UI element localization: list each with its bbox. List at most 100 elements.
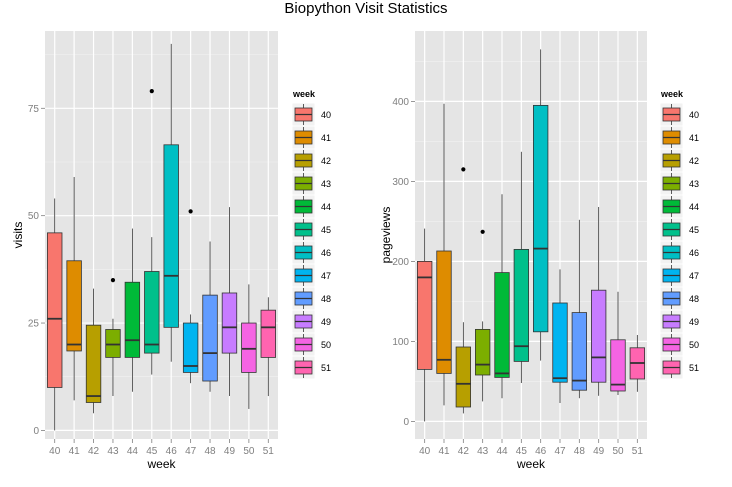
legend-item-week-46: 46 bbox=[659, 240, 699, 265]
box-week-46 bbox=[163, 43, 179, 362]
box-week-45 bbox=[513, 151, 529, 383]
x-axis-label: week bbox=[146, 457, 176, 471]
x-tick-label: 44 bbox=[496, 446, 508, 457]
box-week-45 bbox=[144, 89, 160, 375]
box-week-41 bbox=[66, 177, 82, 401]
legend-label: 47 bbox=[321, 271, 331, 281]
legend-item-week-42: 42 bbox=[291, 148, 331, 173]
legend-label: 45 bbox=[321, 225, 331, 235]
x-tick-label: 49 bbox=[224, 446, 236, 457]
box-week-51 bbox=[629, 335, 645, 392]
outlier-point bbox=[149, 89, 154, 94]
x-tick-label: 48 bbox=[204, 446, 216, 457]
box-week-48 bbox=[202, 241, 218, 392]
x-tick-label: 45 bbox=[516, 446, 528, 457]
x-tick-label: 51 bbox=[263, 446, 275, 457]
legend-label: 42 bbox=[321, 156, 331, 166]
legend-label: 49 bbox=[689, 317, 699, 327]
chart-title: Biopython Visit Statistics bbox=[284, 0, 447, 17]
legend-item-week-45: 45 bbox=[291, 217, 331, 242]
y-tick-label: 100 bbox=[392, 337, 409, 348]
box-iqr bbox=[124, 281, 141, 358]
box-week-48 bbox=[571, 219, 587, 399]
legend-label: 40 bbox=[321, 110, 331, 120]
box-iqr bbox=[202, 294, 218, 382]
box-iqr bbox=[533, 105, 549, 333]
box-week-42 bbox=[455, 167, 471, 414]
legend-label: 43 bbox=[321, 179, 331, 189]
legend-item-week-41: 41 bbox=[291, 125, 331, 150]
box-week-40 bbox=[417, 228, 433, 422]
x-tick-label: 49 bbox=[593, 446, 605, 457]
legend-item-week-47: 47 bbox=[659, 263, 699, 288]
legend-item-week-41: 41 bbox=[659, 125, 699, 150]
legend-item-week-49: 49 bbox=[291, 309, 331, 334]
box-week-41 bbox=[436, 103, 452, 406]
plot-background bbox=[45, 31, 278, 439]
legend-label: 41 bbox=[321, 133, 331, 143]
x-tick-label: 46 bbox=[166, 446, 178, 457]
x-tick-label: 42 bbox=[88, 446, 100, 457]
box-iqr bbox=[163, 144, 179, 328]
box-iqr bbox=[436, 250, 452, 374]
legend-label: 40 bbox=[689, 110, 699, 120]
y-tick-label: 25 bbox=[28, 319, 40, 330]
box-iqr bbox=[475, 328, 491, 376]
x-tick-label: 50 bbox=[243, 446, 255, 457]
box-iqr bbox=[552, 302, 568, 383]
box-iqr bbox=[417, 260, 433, 370]
legend-item-week-45: 45 bbox=[659, 217, 699, 242]
box-week-49 bbox=[591, 207, 607, 396]
legend-label: 46 bbox=[321, 248, 331, 258]
x-axis-label: week bbox=[516, 457, 546, 471]
x-tick-label: 44 bbox=[127, 446, 139, 457]
box-week-43 bbox=[475, 229, 491, 402]
box-week-43 bbox=[105, 277, 121, 397]
box-iqr bbox=[241, 322, 257, 373]
box-iqr bbox=[221, 292, 238, 354]
box-iqr bbox=[47, 232, 63, 388]
box-week-50 bbox=[610, 291, 626, 395]
x-tick-label: 47 bbox=[185, 446, 197, 457]
box-iqr bbox=[260, 309, 276, 358]
box-iqr bbox=[105, 329, 121, 358]
legend-label: 50 bbox=[321, 340, 331, 350]
box-week-49 bbox=[221, 207, 238, 397]
x-tick-label: 43 bbox=[107, 446, 119, 457]
box-week-51 bbox=[260, 297, 276, 397]
legend-item-week-44: 44 bbox=[659, 194, 699, 219]
box-iqr bbox=[85, 324, 102, 403]
legend-item-week-43: 43 bbox=[291, 171, 331, 196]
legend-item-week-43: 43 bbox=[659, 171, 699, 196]
box-week-47 bbox=[552, 269, 568, 403]
legend-item-week-50: 50 bbox=[659, 332, 699, 357]
box-iqr bbox=[182, 322, 199, 373]
box-week-40 bbox=[47, 198, 63, 431]
legend-label: 51 bbox=[689, 363, 699, 373]
box-week-44 bbox=[494, 194, 510, 399]
box-week-42 bbox=[85, 288, 102, 414]
y-tick-label: 400 bbox=[392, 97, 409, 108]
y-tick-label: 50 bbox=[28, 211, 40, 222]
legend-item-week-47: 47 bbox=[291, 263, 331, 288]
legend-item-week-46: 46 bbox=[291, 240, 331, 265]
y-axis-label: pageviews bbox=[379, 207, 393, 264]
legend-label: 45 bbox=[689, 225, 699, 235]
box-iqr bbox=[513, 248, 529, 362]
box-week-50 bbox=[241, 284, 257, 409]
box-iqr bbox=[571, 312, 587, 391]
legend-label: 49 bbox=[321, 317, 331, 327]
outlier-point bbox=[110, 277, 116, 283]
legend-item-week-40: 40 bbox=[659, 102, 699, 127]
legend: week 40 41 42 43 44 45 46 47 48 49 50 51 bbox=[291, 89, 331, 380]
legend-label: 42 bbox=[689, 156, 699, 166]
x-tick-label: 48 bbox=[574, 446, 586, 457]
legend-label: 48 bbox=[321, 294, 331, 304]
legend-title: week bbox=[660, 89, 684, 99]
x-tick-label: 40 bbox=[419, 446, 431, 457]
x-tick-label: 40 bbox=[49, 446, 61, 457]
legend-label: 44 bbox=[689, 202, 699, 212]
legend-label: 46 bbox=[689, 248, 699, 258]
